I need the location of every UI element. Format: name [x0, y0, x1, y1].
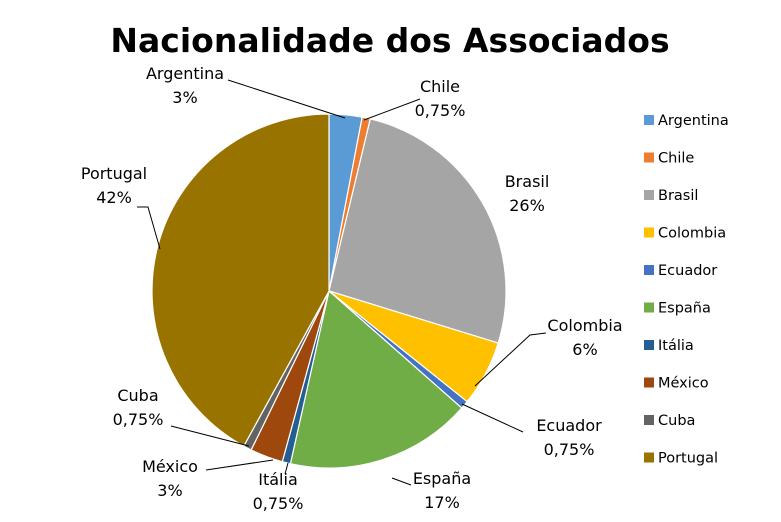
slice-label-name-mexico: México [142, 457, 198, 476]
slice-label-value-portugal: 42% [96, 188, 132, 207]
legend-item-argentina: Argentina [644, 113, 729, 129]
legend-item-portugal: Portugal [644, 451, 718, 467]
legend-label-portugal: Portugal [658, 451, 718, 467]
slice-label-value-chile: 0,75% [415, 101, 466, 120]
legend-swatch-mexico [644, 377, 654, 388]
leader-line-ecuador [461, 403, 524, 433]
legend-swatch-espana [644, 302, 654, 313]
pie-slice-brasil [328, 118, 507, 344]
slice-label-name-brasil: Brasil [505, 172, 550, 191]
legend-label-chile: Chile [658, 151, 694, 167]
slice-label-name-italia: Itália [258, 470, 298, 489]
pie-slice-espana [289, 289, 463, 469]
slice-label-value-ecuador: 0,75% [544, 440, 595, 459]
leader-line-mexico [205, 459, 274, 471]
legend-swatch-cuba [644, 415, 654, 425]
legend-swatch-colombia [644, 227, 654, 238]
legend-item-ecuador: Ecuador [644, 263, 717, 279]
slice-label-value-cuba: 0,75% [113, 410, 164, 429]
leader-line-espana [391, 477, 412, 486]
legend-label-espana: España [658, 301, 711, 317]
legend-item-brasil: Brasil [644, 188, 698, 204]
chart-title: Nacionalidade dos Associados [110, 21, 669, 60]
slice-label-name-portugal: Portugal [81, 164, 147, 183]
slice-label-value-argentina: 3% [172, 88, 197, 107]
slice-label-value-brasil: 26% [509, 196, 545, 215]
slice-label-name-colombia: Colombia [547, 316, 622, 335]
legend-item-cuba: Cuba [644, 413, 695, 429]
slice-label-value-colombia: 6% [572, 340, 597, 359]
leader-line-cuba [170, 425, 250, 447]
legend-swatch-ecuador [644, 265, 654, 275]
slice-label-value-espana: 17% [424, 493, 460, 512]
legend-label-cuba: Cuba [658, 413, 695, 429]
leader-line-colombia [474, 332, 547, 387]
legend-swatch-argentina [644, 115, 654, 125]
legend-label-italia: Itália [658, 338, 694, 354]
legend-label-ecuador: Ecuador [658, 263, 717, 279]
slice-labels: Argentina 3% Chile 0,75% Brasil 26% Colombia 6%… [81, 64, 623, 513]
slice-label-name-ecuador: Ecuador [536, 416, 602, 435]
legend-label-mexico: México [658, 376, 709, 392]
legend-label-argentina: Argentina [658, 113, 729, 129]
legend-item-italia: Itália [644, 338, 694, 354]
legend-item-colombia: Colombia [644, 226, 726, 242]
legend-swatch-portugal [644, 452, 654, 463]
slice-label-name-espana: España [413, 469, 471, 488]
pie-slice-portugal [151, 113, 330, 447]
leader-line-argentina [227, 79, 346, 119]
legend-swatch-brasil [644, 190, 654, 200]
slice-label-name-chile: Chile [420, 77, 460, 96]
slice-label-value-mexico: 3% [157, 481, 182, 500]
legend-item-chile: Chile [644, 151, 694, 167]
legend-swatch-chile [644, 152, 654, 163]
legend-item-mexico: México [644, 376, 709, 392]
leader-line-portugal [137, 206, 161, 250]
slice-label-name-cuba: Cuba [117, 386, 158, 405]
leader-line-italia [284, 462, 289, 475]
legend-label-colombia: Colombia [658, 226, 726, 242]
leader-lines [137, 79, 547, 486]
leader-line-chile [363, 98, 421, 121]
slice-label-name-argentina: Argentina [146, 64, 224, 83]
legend-swatch-italia [644, 340, 654, 350]
legend-label-brasil: Brasil [658, 188, 698, 204]
legend-item-espana: España [644, 301, 711, 317]
slice-label-value-italia: 0,75% [253, 494, 304, 513]
legend: Argentina Chile Brasil Colombia Ecuador Españ… [644, 113, 729, 467]
pie-slices [151, 113, 507, 469]
